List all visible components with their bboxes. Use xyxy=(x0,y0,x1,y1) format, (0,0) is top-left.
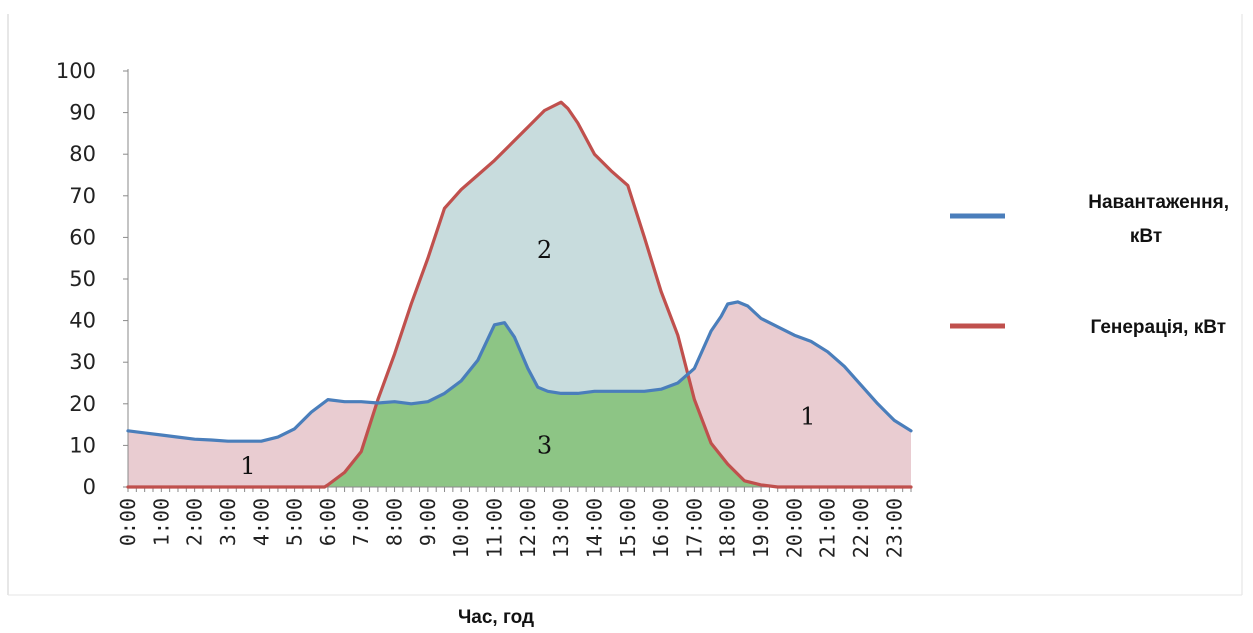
axes: 0 10 20 30 40 50 60 70 80 90 100 0:00 1:00 2:00 3:00 4:… xyxy=(56,59,912,558)
y-tick-label: 30 xyxy=(69,350,96,374)
region-label: 2 xyxy=(537,236,552,264)
x-tick-label: 18:00 xyxy=(716,498,740,558)
x-tick-label: 6:00 xyxy=(316,498,340,546)
x-tick-label: 16:00 xyxy=(649,498,673,558)
x-tick-label: 0:00 xyxy=(116,498,140,546)
region-labels: 1 2 3 1 xyxy=(240,236,815,480)
x-tick-label: 20:00 xyxy=(782,498,806,558)
x-tick-label: 12:00 xyxy=(516,498,540,558)
load-series-line xyxy=(126,300,913,443)
legend-label-generation: Генерація, кВт xyxy=(1091,317,1226,338)
y-tick-label: 70 xyxy=(69,184,96,208)
y-tick-label: 20 xyxy=(69,392,96,416)
y-tick-label: 40 xyxy=(69,309,96,333)
y-tick-label: 0 xyxy=(83,475,96,499)
area-regions xyxy=(128,102,911,487)
x-tick-label: 22:00 xyxy=(849,498,873,558)
x-tick-label: 1:00 xyxy=(149,498,173,546)
x-tick-label: 5:00 xyxy=(283,498,307,546)
x-tick-label: 13:00 xyxy=(549,498,573,558)
y-tick-label: 60 xyxy=(69,225,96,249)
generation-series-line xyxy=(126,100,913,489)
series-lines xyxy=(126,100,913,489)
x-tick-label: 14:00 xyxy=(583,498,607,558)
self-consumption-area xyxy=(128,322,911,487)
x-tick-label: 4:00 xyxy=(249,498,273,546)
x-tick-label: 17:00 xyxy=(682,498,706,558)
x-axis-label: Час, год xyxy=(458,607,534,628)
x-tick-label: 9:00 xyxy=(416,498,440,546)
x-tick-label: 15:00 xyxy=(616,498,640,558)
x-tick-label: 7:00 xyxy=(349,498,373,546)
y-tick-label: 90 xyxy=(69,101,96,125)
region-label: 3 xyxy=(537,431,552,459)
legend-label-load-unit: кВт xyxy=(1130,226,1162,247)
x-tick-label: 19:00 xyxy=(749,498,773,558)
frame xyxy=(7,14,1243,596)
deficit-area xyxy=(128,301,911,487)
x-tick-label: 3:00 xyxy=(216,498,240,546)
y-tick-label: 80 xyxy=(69,142,96,166)
region-label: 1 xyxy=(240,452,255,480)
x-tick-label: 21:00 xyxy=(816,498,840,558)
x-tick-label: 2:00 xyxy=(183,498,207,546)
legend: Навантаження, кВт Генерація, кВт xyxy=(950,192,1229,338)
x-tick-label: 8:00 xyxy=(383,498,407,546)
x-tick-label: 11:00 xyxy=(483,498,507,558)
region-label: 1 xyxy=(800,402,815,430)
y-tick-label: 100 xyxy=(56,59,96,83)
surplus-area xyxy=(128,102,911,487)
y-tick-label: 50 xyxy=(69,267,96,291)
y-tick-label: 10 xyxy=(69,433,96,457)
x-tick-label: 10:00 xyxy=(449,498,473,558)
x-tick-label: 23:00 xyxy=(882,498,906,558)
legend-label-load: Навантаження, xyxy=(1088,192,1229,213)
